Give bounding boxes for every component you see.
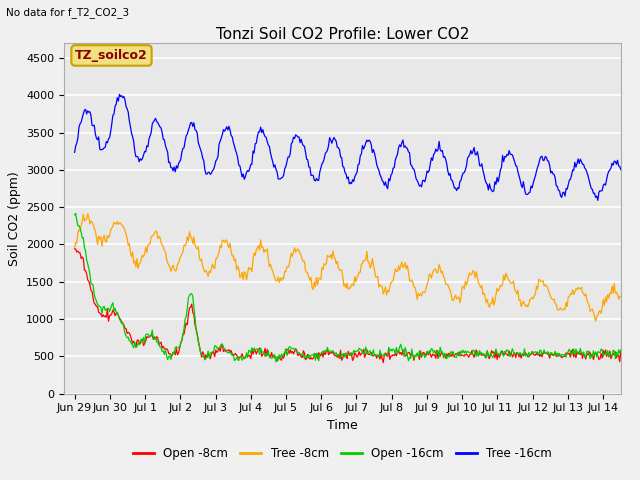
Title: Tonzi Soil CO2 Profile: Lower CO2: Tonzi Soil CO2 Profile: Lower CO2	[216, 27, 469, 42]
Legend: Open -8cm, Tree -8cm, Open -16cm, Tree -16cm: Open -8cm, Tree -8cm, Open -16cm, Tree -…	[128, 443, 557, 465]
Text: TZ_soilco2: TZ_soilco2	[75, 49, 148, 62]
Y-axis label: Soil CO2 (ppm): Soil CO2 (ppm)	[8, 171, 20, 266]
X-axis label: Time: Time	[327, 419, 358, 432]
Text: No data for f_T2_CO2_3: No data for f_T2_CO2_3	[6, 7, 129, 18]
